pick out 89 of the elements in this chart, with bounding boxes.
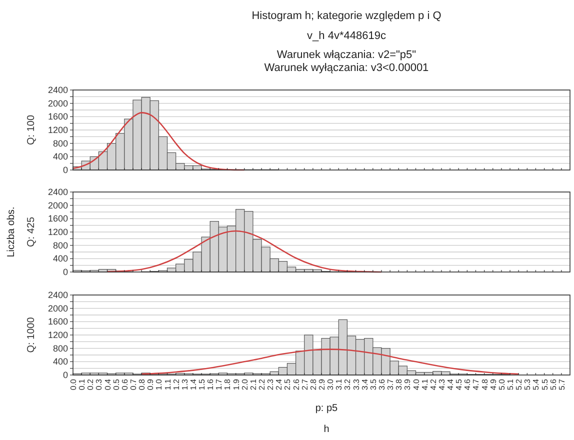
x-tick-label: 0.2 — [86, 378, 96, 390]
y-tick-label: 400 — [52, 254, 68, 264]
x-tick-label: 1.1 — [163, 378, 172, 390]
x-tick-label: 3.1 — [334, 378, 344, 390]
x-tick-label: 5.4 — [532, 378, 541, 390]
x-axis-title: p: p5 — [315, 403, 338, 414]
y-tick-label: 800 — [52, 240, 68, 250]
x-tick-label: 2.6 — [292, 378, 301, 390]
y-axis-title: Q: 1000 — [26, 316, 37, 353]
x-tick-label: 0.8 — [138, 378, 147, 390]
x-tick-label: 0.5 — [112, 378, 121, 390]
x-tick-label: 3.3 — [352, 378, 361, 390]
y-tick-label: 800 — [52, 138, 68, 148]
x-tick-label: 1.0 — [154, 378, 164, 390]
x-tick-label: 0.6 — [120, 378, 130, 390]
x-tick-label: 5.2 — [514, 378, 524, 390]
x-tick-label: 2.1 — [248, 378, 258, 390]
x-tick-label: 2.4 — [274, 378, 284, 390]
y-tick-label: 2400 — [48, 290, 68, 300]
x-tick-label: 2.7 — [300, 378, 310, 390]
y-tick-label: 400 — [52, 152, 68, 162]
y-tick-label: 0 — [62, 267, 68, 277]
x-tick-label: 1.2 — [172, 378, 181, 390]
x-tick-label: 4.4 — [446, 378, 456, 390]
y-tick-label: 2000 — [48, 200, 68, 210]
text: h — [324, 424, 330, 435]
x-tick-label: 0.1 — [78, 378, 87, 390]
y-tick-label: 1600 — [48, 316, 68, 327]
x-tick-label: 1.9 — [232, 378, 241, 390]
y-tick-label: 2400 — [48, 85, 68, 95]
y-tick-label: 2400 — [48, 187, 68, 197]
chart-title: Histogram h; kategorie względem p i Q — [252, 10, 442, 22]
x-tick-label: 2.5 — [283, 378, 292, 390]
y-tick-label: 2000 — [48, 303, 68, 314]
x-tick-label: 0.4 — [103, 378, 112, 390]
y-tick-label: 2000 — [48, 98, 68, 108]
x-tick-label: 1.3 — [180, 378, 190, 390]
x-tick-label: 3.4 — [360, 378, 370, 390]
x-tick-label: 5.7 — [557, 378, 566, 390]
x-tick-label: 0.3 — [94, 378, 104, 390]
y-tick-label: 0 — [62, 165, 68, 175]
x-tick-label: 5.5 — [540, 378, 550, 390]
y-axis-title: Q: 100 — [26, 114, 37, 146]
x-tick-label: 4.7 — [472, 378, 481, 390]
x-tick-label: 4.3 — [437, 378, 446, 390]
text: Warunek włączania: v2="p5" — [276, 49, 416, 61]
x-tick-label: 4.2 — [428, 378, 438, 390]
x-tick-label: 4.6 — [463, 378, 472, 390]
text: Liczba obs. — [6, 206, 17, 258]
x-tick-label: 4.0 — [412, 378, 421, 390]
y-tick-label: 1200 — [48, 227, 68, 237]
x-tick-label: 4.5 — [454, 378, 464, 390]
y-tick-label: 0 — [62, 370, 68, 380]
y-tick-label: 1200 — [48, 330, 68, 340]
x-tick-label: 1.6 — [206, 378, 216, 390]
x-tick-label: 4.9 — [488, 378, 498, 390]
x-tick-label: 5.0 — [497, 378, 506, 390]
x-tick-label: 5.1 — [506, 378, 516, 390]
x-tick-label: 2.2 — [258, 378, 267, 390]
x-tick-label: 3.6 — [377, 378, 386, 390]
x-tick-label: 1.7 — [214, 378, 224, 390]
x-tick-label: 3.2 — [343, 378, 352, 390]
y-axis-title: Q: 425 — [26, 216, 37, 248]
text: Warunek wyłączania: v3<0.00001 — [264, 62, 429, 74]
x-tick-label: 3.7 — [386, 378, 396, 390]
x-tick-label: 2.0 — [240, 378, 250, 390]
x-tick-label: 3.9 — [403, 378, 412, 390]
y-tick-label: 1600 — [48, 112, 68, 122]
x-tick-label: 0.9 — [146, 378, 156, 390]
x-tick-label: 3.5 — [368, 378, 378, 390]
x-tick-label: 2.3 — [266, 378, 276, 390]
x-tick-label: 5.6 — [548, 378, 558, 390]
chart-subtitle: v_h 4v*448619c — [307, 30, 386, 42]
x-tick-label: 0.7 — [128, 378, 138, 390]
y-tick-label: 800 — [52, 343, 68, 354]
x-tick-label: 3.8 — [394, 378, 404, 390]
x-tick-label: 5.3 — [523, 378, 532, 390]
x-tick-label: 1.4 — [188, 378, 198, 390]
x-tick-label: 2.8 — [308, 378, 318, 390]
y-tick-label: 400 — [52, 356, 68, 367]
y-tick-label: 1200 — [48, 125, 68, 135]
x-tick-label: 4.8 — [480, 378, 490, 390]
x-tick-label: 1.5 — [198, 378, 207, 390]
x-tick-label: 0.0 — [69, 378, 78, 390]
x-tick-label: 2.9 — [318, 378, 326, 390]
y-tick-label: 1600 — [48, 214, 68, 224]
x-tick-label: 4.1 — [420, 378, 430, 390]
x-tick-label: 3.0 — [326, 378, 336, 390]
x-tick-label: 1.8 — [223, 378, 232, 390]
